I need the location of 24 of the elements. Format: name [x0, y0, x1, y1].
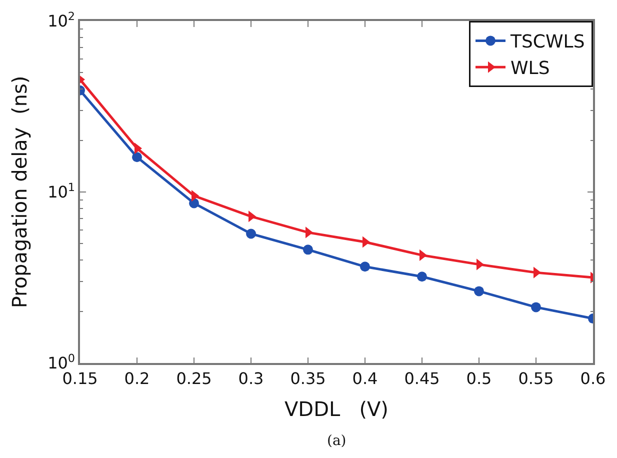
- point: [360, 262, 370, 272]
- point: [417, 272, 427, 282]
- y-axis-title: Propagation delay (ns): [8, 76, 32, 308]
- point: [189, 198, 199, 208]
- x-tick-label: 0.2: [124, 368, 150, 388]
- point: [531, 302, 541, 312]
- legend-label: TSCWLS: [510, 32, 585, 53]
- text: (a): [327, 433, 346, 449]
- x-tick-label: 0.25: [176, 368, 212, 388]
- y-tick-label: 10$^{2}$: [48, 10, 76, 31]
- x-tick-label: 0.6: [580, 368, 606, 388]
- x-tick-label: 0.45: [404, 368, 440, 388]
- x-tick-label: 0.5: [466, 368, 492, 388]
- x-tick-label: 0.4: [352, 368, 378, 388]
- point: [303, 244, 313, 255]
- x-tick-label: 0.35: [290, 368, 326, 388]
- x-tick-label: 0.55: [518, 368, 554, 388]
- point: [474, 286, 484, 296]
- legend-label: WLS: [510, 58, 550, 80]
- point: [246, 228, 256, 239]
- x-tick-label: 0.3: [238, 368, 264, 388]
- y-tick-label: 10$^{1}$: [48, 180, 76, 202]
- point: [132, 152, 142, 162]
- x-axis-title: VDDL (V): [284, 396, 388, 421]
